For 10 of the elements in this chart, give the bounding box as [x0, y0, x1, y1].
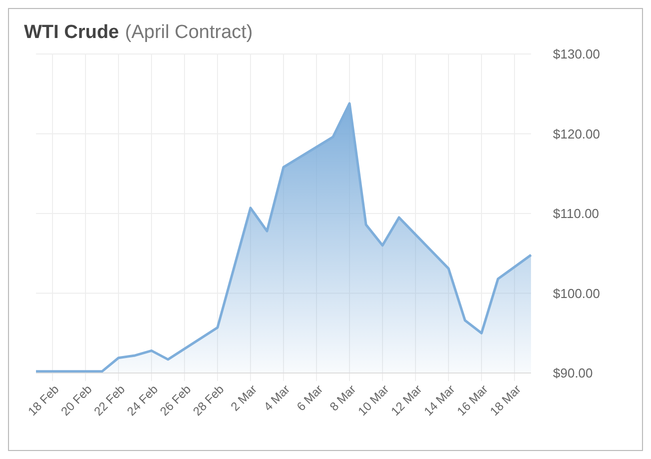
y-tick-label: $90.00	[553, 366, 593, 381]
chart-title: WTI Crude	[24, 22, 119, 43]
y-tick-label: $100.00	[553, 286, 600, 301]
y-tick-label: $120.00	[553, 126, 600, 142]
x-tick-label: 4 Mar	[260, 382, 293, 414]
x-tick-label: 6 Mar	[294, 382, 326, 414]
y-tick-label: $130.00	[553, 46, 600, 62]
chart-subtitle: (April Contract)	[125, 22, 253, 43]
y-tick-label: $110.00	[553, 206, 600, 222]
x-tick-label: 2 Mar	[228, 382, 260, 414]
